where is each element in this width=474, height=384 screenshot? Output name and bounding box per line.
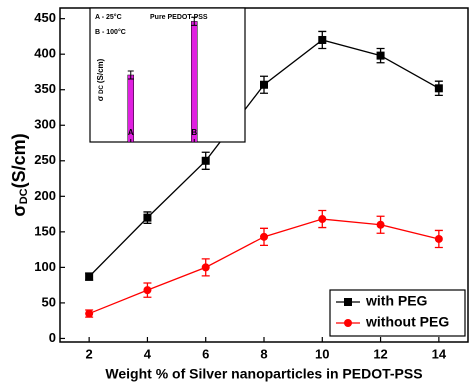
x-tick-label: 14 — [432, 346, 447, 361]
y-tick-label: 450 — [34, 10, 56, 25]
x-tick-label: A — [128, 128, 134, 137]
x-tick-label: 12 — [373, 346, 387, 361]
data-point — [318, 215, 327, 224]
x-tick-label: 6 — [202, 346, 209, 361]
inset-y-label-part: (S/cm) — [96, 58, 105, 83]
bar — [191, 21, 198, 143]
data-point — [376, 220, 385, 229]
data-point — [143, 213, 152, 222]
inset-y-label-part: σ — [96, 95, 105, 101]
inset-annotation: B - 100°C — [95, 28, 126, 36]
y-tick-label: 200 — [34, 188, 56, 203]
y-tick-label: 100 — [34, 259, 56, 274]
data-point — [434, 84, 443, 93]
data-point — [260, 80, 268, 89]
error-bar — [127, 70, 134, 80]
data-point — [318, 35, 327, 44]
x-tick-label: B — [191, 128, 197, 137]
x-axis-label: Weight % of Silver nanoparticles in PEDO… — [105, 366, 422, 382]
legend-label: with PEG — [365, 293, 428, 309]
legend-label: without PEG — [365, 314, 449, 330]
y-tick-label: 50 — [42, 294, 56, 309]
x-tick-label: 4 — [144, 346, 152, 361]
legend-box — [329, 289, 466, 337]
data-point — [260, 232, 268, 241]
y-tick-label: 150 — [34, 223, 56, 238]
data-point — [434, 234, 443, 243]
y-axis-label-part: (S/cm) — [9, 133, 29, 188]
y-tick-label: 0 — [49, 330, 56, 345]
data-point — [85, 272, 94, 281]
legend-marker — [344, 319, 352, 327]
x-tick-label: 8 — [260, 346, 267, 361]
x-tick-label: 10 — [315, 346, 329, 361]
inset-y-label-part: DC — [99, 84, 105, 93]
data-point — [376, 51, 385, 60]
inset-y-label: σ DC(S/cm) — [96, 58, 105, 101]
data-point — [201, 156, 210, 165]
data-point — [85, 309, 94, 318]
x-tick-label: 2 — [86, 346, 93, 361]
error-bar — [191, 16, 198, 26]
y-tick-label: 400 — [34, 46, 56, 61]
y-tick-label: 250 — [34, 152, 56, 167]
inset-annotation: A - 25°C — [95, 13, 122, 21]
data-point — [201, 263, 210, 272]
y-tick-label: 300 — [34, 117, 56, 132]
y-tick-label: 350 — [34, 81, 56, 96]
legend-marker — [344, 298, 352, 306]
y-axis-label-part: DC — [18, 188, 30, 204]
y-axis-label-part: σ — [9, 204, 29, 216]
y-axis-label: σDC(S/cm) — [9, 133, 30, 216]
data-point — [143, 286, 152, 295]
inset-annotation: Pure PEDOT-PSS — [150, 14, 208, 21]
inset-frame — [89, 7, 246, 143]
